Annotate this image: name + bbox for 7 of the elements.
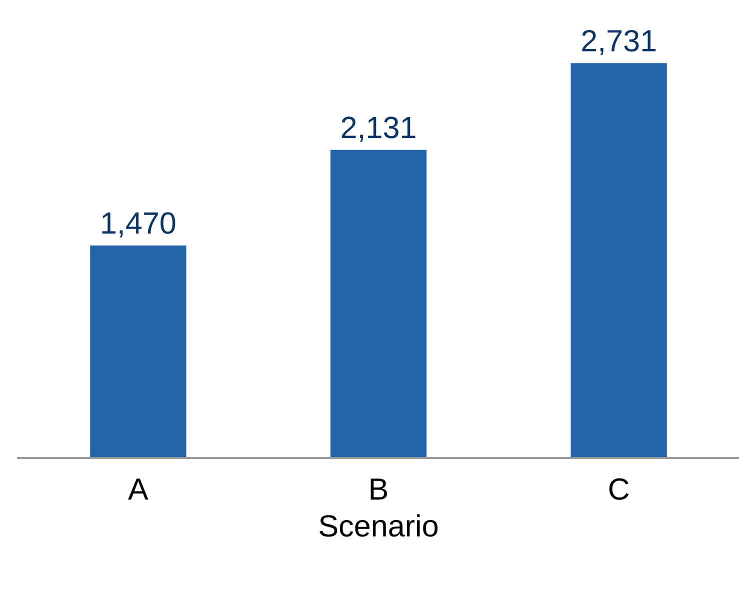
data-label: 1,470 — [102, 212, 176, 238]
x-tick-label: B — [370, 478, 388, 500]
data-label: 2,131 — [342, 116, 416, 142]
data-label: 2,731 — [582, 30, 656, 56]
x-tick-label: C — [609, 478, 629, 500]
x-tick-label: A — [128, 478, 148, 500]
x-axis-title: Scenario — [320, 514, 438, 537]
